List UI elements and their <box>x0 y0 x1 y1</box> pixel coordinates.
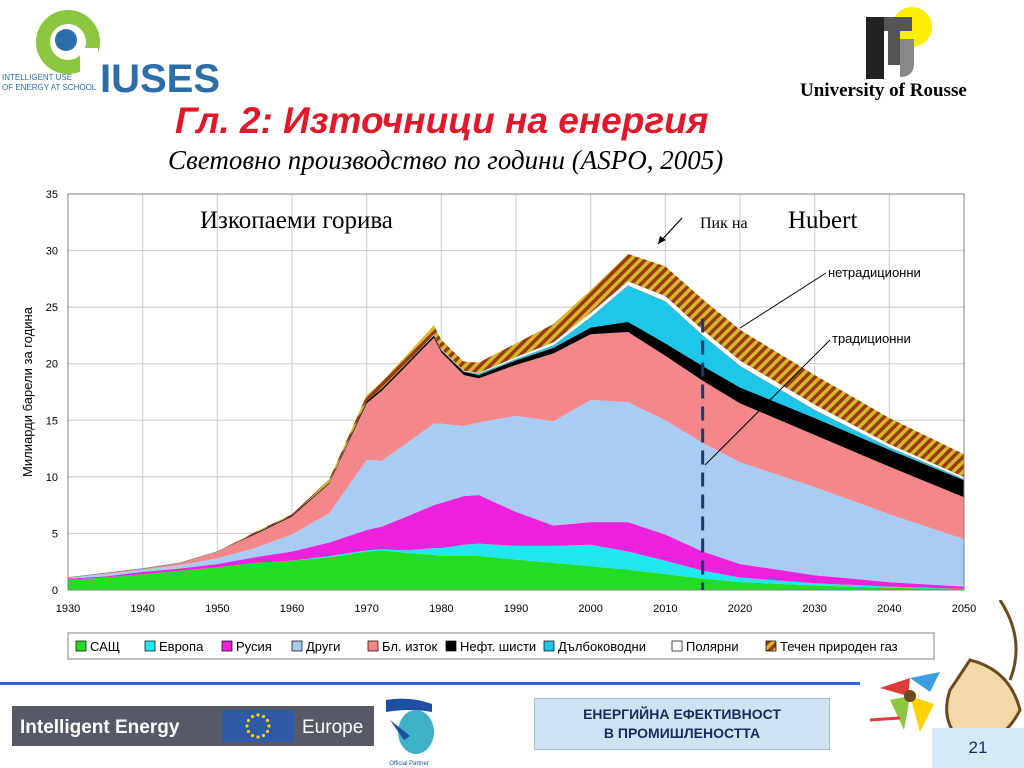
legend-swatch-deepwater <box>543 640 555 652</box>
oil-production-chart: 1930 1940 1950 1960 1970 1980 1990 2000 2010 2020… <box>20 189 976 660</box>
x-tick-label: 1950 <box>205 603 229 615</box>
legend-swatch-russia <box>221 640 233 652</box>
ie-right-text: Europe <box>302 717 363 738</box>
annotation-peak-prefix: Пик на <box>700 215 748 232</box>
peak-arrowhead <box>658 236 666 244</box>
svg-text:OF ENERGY AT SCHOOL: OF ENERGY AT SCHOOL <box>2 83 97 92</box>
y-axis-label: Милиарди барели за година <box>20 306 35 477</box>
topic-line-2: В ПРОМИШЛЕНОСТТА <box>603 725 761 741</box>
x-tick-label: 2030 <box>802 603 826 615</box>
x-tick-label: 1980 <box>429 603 453 615</box>
topic-box: ЕНЕРГИЙНА ЕФЕКТИВНОСТ В ПРОМИШЛЕНОСТТА <box>534 698 830 750</box>
legend-label-others: Други <box>306 639 340 654</box>
x-tick-label: 1930 <box>56 603 80 615</box>
y-tick-label: 35 <box>46 189 58 201</box>
eu-star <box>250 733 255 738</box>
legend-label-polar: Полярни <box>686 639 739 654</box>
x-tick-label: 1990 <box>504 603 528 615</box>
y-tick-label: 20 <box>46 359 58 371</box>
area-europe <box>68 543 964 589</box>
intelligent-energy-europe-logo: Intelligent Energy Europe <box>12 706 374 746</box>
y-tick-label: 30 <box>46 246 58 258</box>
legend-swatch-oil_shale <box>445 640 457 652</box>
legend-label-deepwater: Дълбоководни <box>558 639 646 654</box>
legend-swatch-ngl <box>765 640 777 652</box>
legend-label-europe: Европа <box>159 639 204 654</box>
annotation-unconventional: нетрадиционни <box>828 265 921 280</box>
legend-swatch-others <box>291 640 303 652</box>
legend-label-oil_shale: Нефт. шисти <box>460 639 536 654</box>
partner-caption: Official Partner <box>389 761 429 767</box>
iuses-logo: IUSES INTELLIGENT USE OF ENERGY AT SCHOO… <box>2 10 220 100</box>
footer-divider <box>0 682 860 685</box>
area-usa <box>68 550 964 590</box>
y-tick-label: 25 <box>46 302 58 314</box>
iuses-brand-text: IUSES <box>100 57 220 100</box>
unconventional-pointer <box>739 272 827 329</box>
eu-star <box>246 718 251 723</box>
legend-label-russia: Русия <box>236 639 272 654</box>
legend-label-ngl: Течен природен газ <box>780 639 898 654</box>
slide-subtitle: Световно производство по години (ASPO, 2… <box>168 145 724 175</box>
x-tick-label: 2040 <box>877 603 901 615</box>
x-tick-label: 2050 <box>952 603 976 615</box>
eu-star <box>245 724 249 728</box>
y-tick-label: 15 <box>46 415 58 427</box>
annotation-conventional: традиционни <box>832 331 911 346</box>
eu-star <box>250 714 255 719</box>
x-tick-label: 2020 <box>728 603 752 615</box>
legend-swatch-europe <box>144 640 156 652</box>
x-tick-label: 1960 <box>280 603 304 615</box>
eu-star <box>246 729 251 734</box>
topic-line-1: ЕНЕРГИЙНА ЕФЕКТИВНОСТ <box>583 706 781 722</box>
annotation-peak-name: Hubert <box>788 207 857 234</box>
conventional-pointer <box>704 339 831 466</box>
x-tick-label: 1940 <box>130 603 154 615</box>
annotation-fossil: Изкопаеми горива <box>200 207 393 234</box>
area-others <box>68 399 964 587</box>
legend-swatch-polar <box>671 640 683 652</box>
plot-border <box>67 193 965 591</box>
x-tick-label: 1970 <box>354 603 378 615</box>
x-tick-label: 2010 <box>653 603 677 615</box>
eu-star <box>267 724 271 728</box>
eu-star <box>261 714 266 719</box>
page-number: 21 <box>932 728 1024 768</box>
legend-label-usa: САЩ <box>90 639 120 654</box>
eu-star <box>265 729 270 734</box>
legend-swatch-middle_east <box>367 640 379 652</box>
ie-left-text: Intelligent Energy <box>20 717 180 738</box>
legend-label-middle_east: Бл. изток <box>382 639 437 654</box>
legend-swatch-usa <box>75 640 87 652</box>
svg-text:INTELLIGENT USE: INTELLIGENT USE <box>2 73 72 82</box>
area-russia <box>68 494 964 589</box>
y-tick-label: 5 <box>52 528 58 540</box>
y-tick-label: 10 <box>46 472 58 484</box>
eu-star <box>261 733 266 738</box>
university-name: University of Rousse <box>800 80 967 101</box>
slide-title: Гл. 2: Източници на енергия <box>175 100 709 141</box>
university-logo <box>866 7 932 79</box>
y-tick-label: 0 <box>52 585 58 597</box>
legend-box <box>67 632 935 660</box>
eu-star <box>256 713 260 717</box>
area-ngl <box>68 253 964 578</box>
eu-star <box>256 735 260 739</box>
x-tick-label: 2000 <box>578 603 602 615</box>
official-partner-logo: Official Partner <box>380 690 438 767</box>
area-middle_east <box>68 332 964 578</box>
eu-star <box>265 718 270 723</box>
